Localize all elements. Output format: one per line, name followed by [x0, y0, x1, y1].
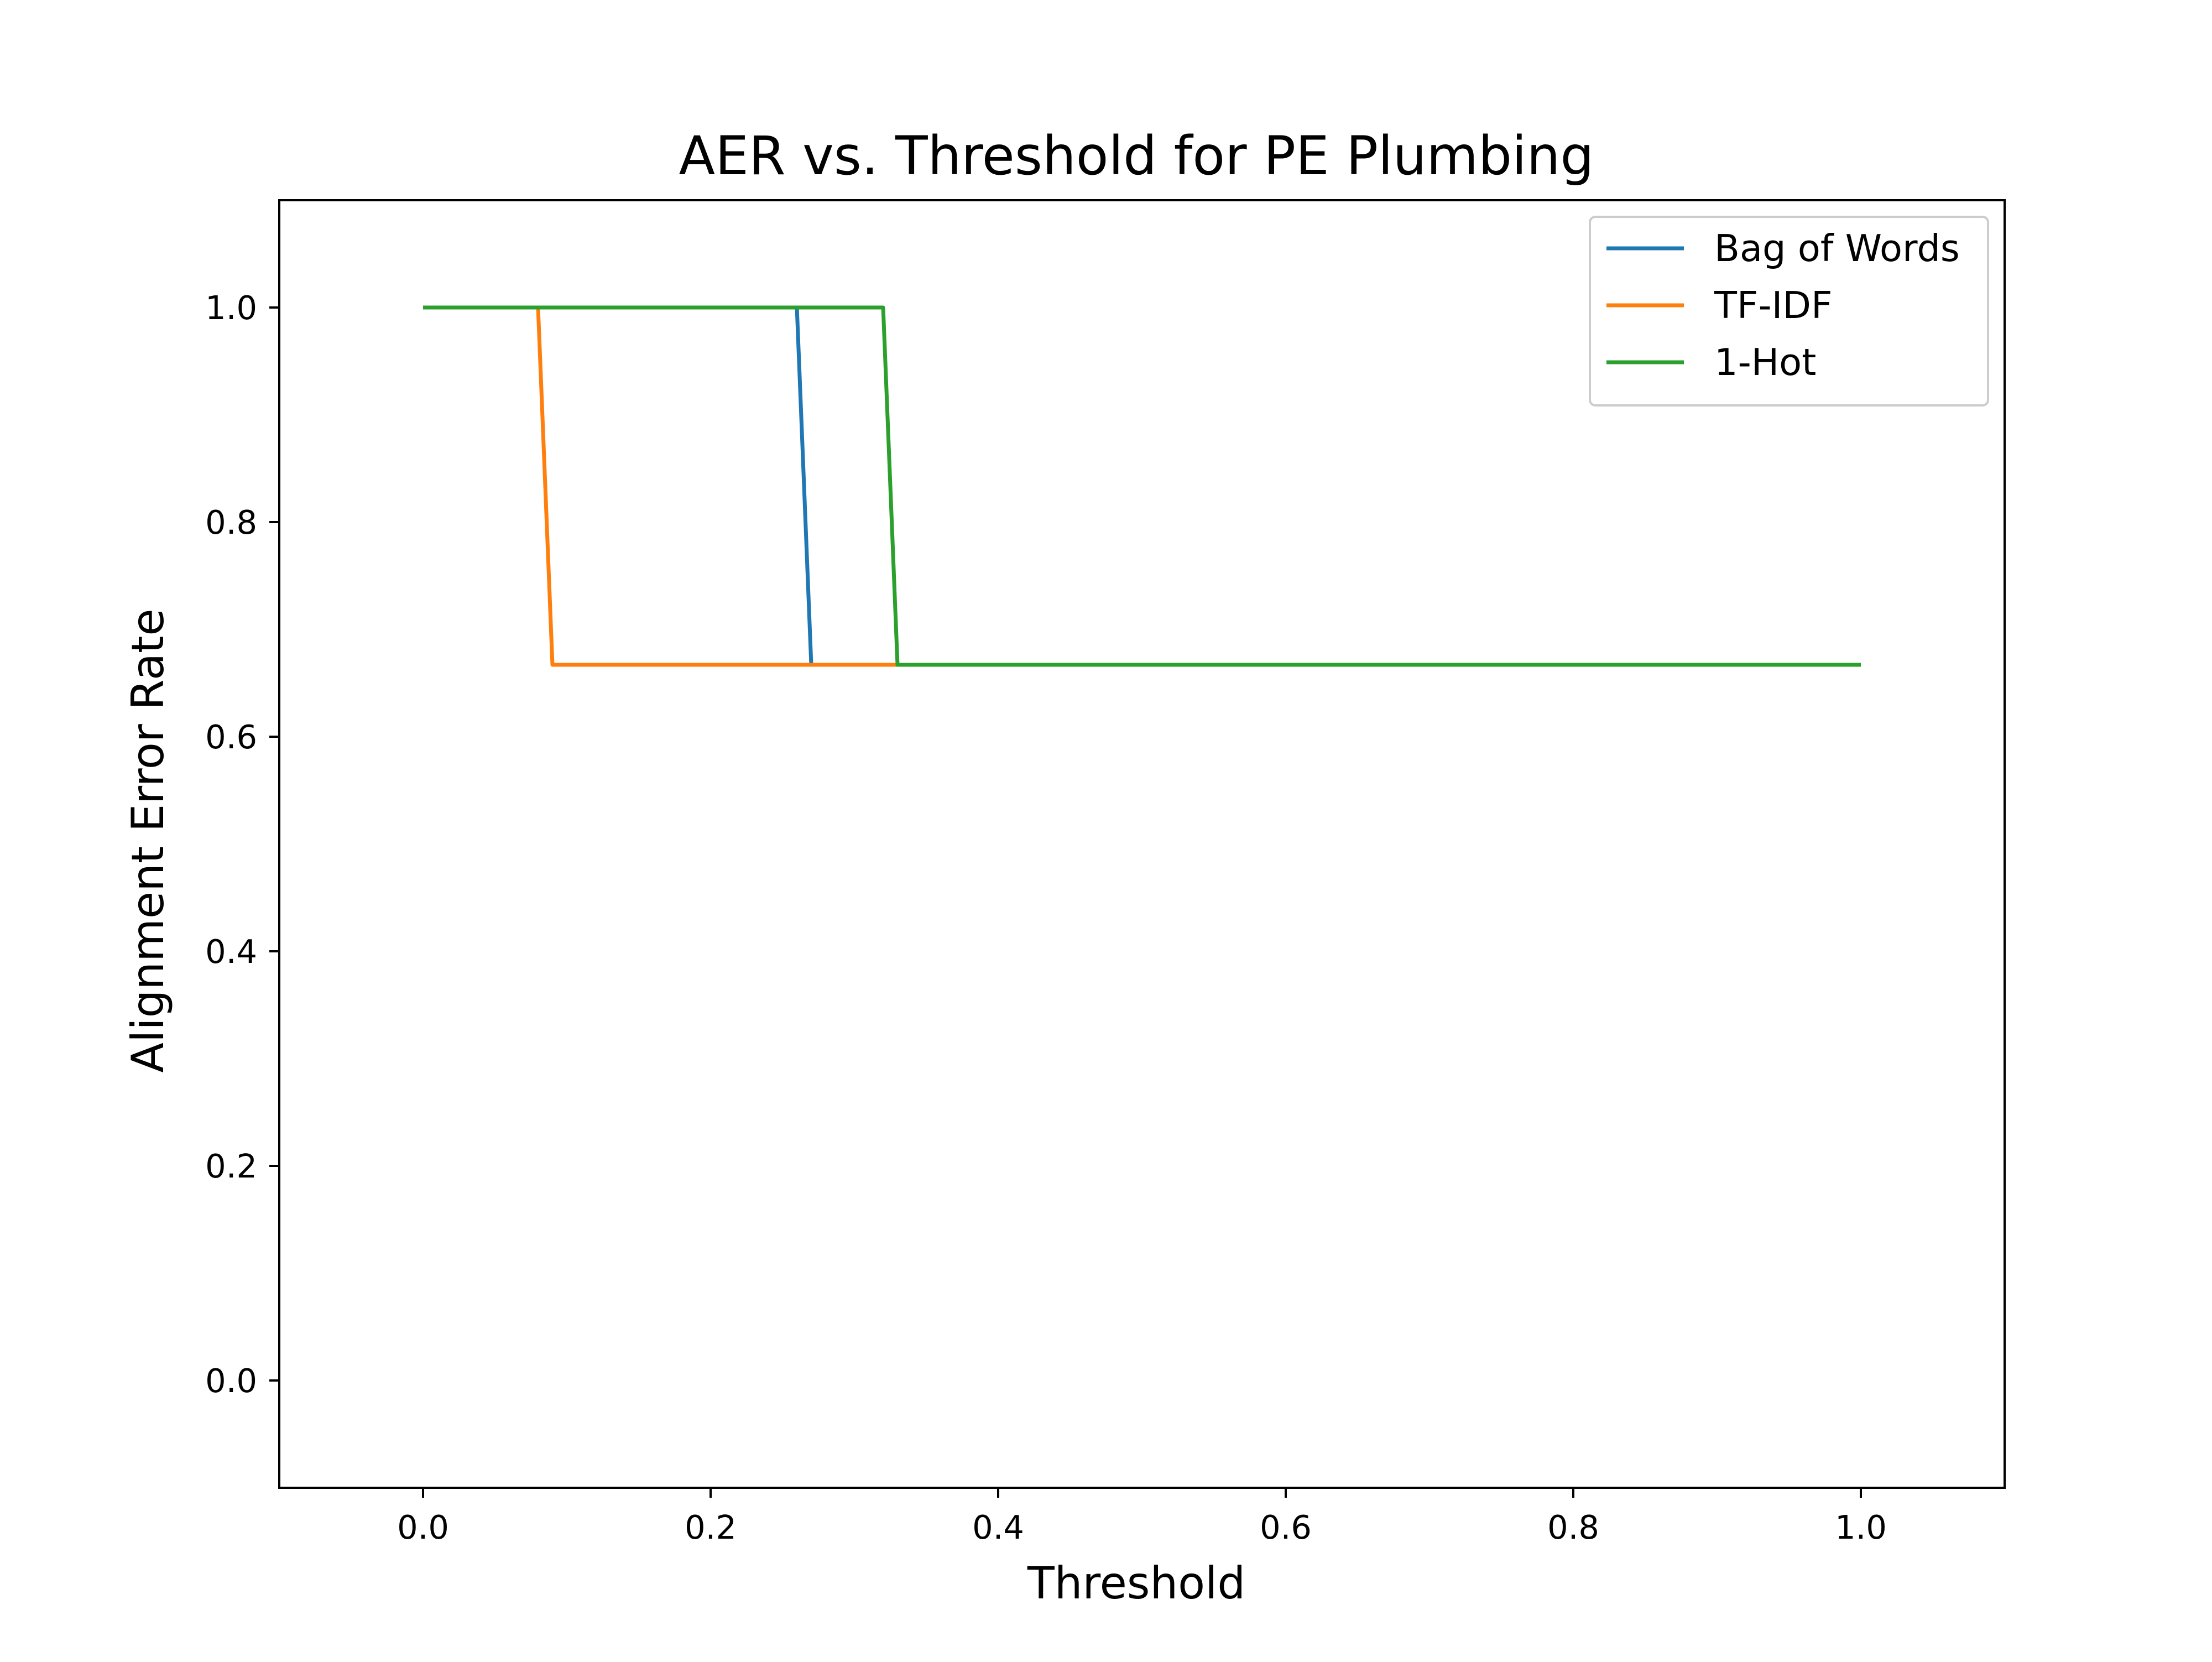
legend-entry-label: 1-Hot — [1714, 341, 1816, 384]
legend-entry-label: TF-IDF — [1714, 284, 1833, 327]
x-axis-label: Threshold — [1027, 1557, 1245, 1609]
plot-area: 0.0 0.2 0.4 0.6 0.8 1.0 0.0 0.2 0.4 0.6 0.8 1.0 — [205, 199, 2006, 1546]
x-tick-label: 1.0 — [1835, 1508, 1887, 1546]
y-tick-label: 0.0 — [205, 1362, 257, 1400]
y-tick-label: 0.6 — [205, 718, 257, 756]
series-line-2 — [423, 305, 1861, 667]
legend: Bag of Words TF-IDF 1-Hot — [1589, 216, 1989, 407]
plot-frame — [278, 199, 2006, 1489]
y-tick-label: 0.8 — [205, 503, 257, 541]
y-tick-label: 0.2 — [205, 1147, 257, 1185]
legend-entry-label: Bag of Words — [1714, 227, 1960, 270]
y-tick-label: 1.0 — [205, 289, 257, 327]
y-axis-label: Alignment Error Rate — [122, 608, 174, 1072]
x-tick-label: 0.4 — [972, 1508, 1024, 1546]
legend-box — [1589, 216, 1989, 407]
y-tick-label: 0.4 — [205, 932, 257, 971]
x-tick-label: 0.8 — [1547, 1508, 1599, 1546]
chart-title: AER vs. Threshold for PE Plumbing — [679, 125, 1594, 187]
x-tick-label: 0.6 — [1260, 1508, 1312, 1546]
x-tick-label: 0.2 — [685, 1508, 737, 1546]
x-tick-label: 0.0 — [397, 1508, 449, 1546]
